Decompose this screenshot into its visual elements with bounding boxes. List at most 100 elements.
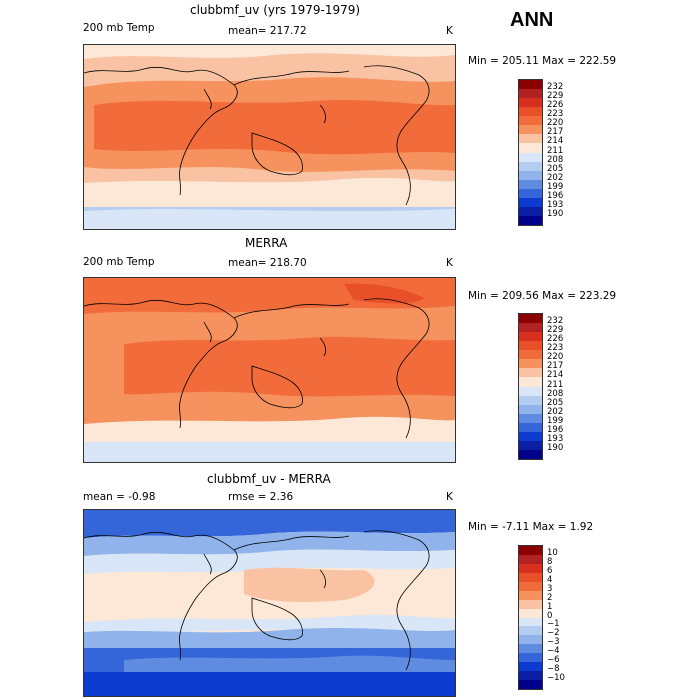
panel-2-units: K xyxy=(446,257,453,269)
panel-3-colorbar xyxy=(518,545,543,690)
colorbar-tick-label: 0 xyxy=(547,610,553,621)
colorbar-swatch xyxy=(519,107,542,117)
colorbar-swatch xyxy=(519,161,542,171)
colorbar-tick-label: 193 xyxy=(547,199,564,210)
season-label: ANN xyxy=(510,9,554,31)
colorbar-swatch xyxy=(519,80,542,90)
colorbar-swatch xyxy=(519,671,542,681)
colorbar-tick-label: 8 xyxy=(547,556,553,567)
colorbar-tick-label: 217 xyxy=(547,127,564,138)
colorbar-swatch xyxy=(519,125,542,135)
colorbar-tick-label: 202 xyxy=(547,172,564,183)
panel-2-title: MERRA xyxy=(245,236,288,250)
colorbar-swatch xyxy=(519,653,542,663)
colorbar-swatch xyxy=(519,572,542,582)
colorbar-swatch xyxy=(519,644,542,654)
colorbar-swatch xyxy=(519,635,542,645)
colorbar-swatch xyxy=(519,188,542,198)
colorbar-tick-label: 4 xyxy=(547,574,553,585)
panel-1-units: K xyxy=(446,25,453,37)
colorbar-tick-label: 6 xyxy=(547,565,553,576)
colorbar-tick-label: 223 xyxy=(547,343,564,354)
colorbar-swatch xyxy=(519,431,542,441)
panel-2-coastlines xyxy=(84,298,430,439)
colorbar-swatch xyxy=(519,206,542,216)
colorbar-tick-label: 214 xyxy=(547,136,564,147)
panel-2-variable-label: 200 mb Temp xyxy=(83,256,155,268)
colorbar-tick-label: 10 xyxy=(547,547,558,558)
colorbar-tick-label: 223 xyxy=(547,109,564,120)
colorbar-tick-label: 199 xyxy=(547,415,564,426)
colorbar-tick-label: 226 xyxy=(547,100,564,111)
colorbar-swatch xyxy=(519,680,542,689)
colorbar-swatch xyxy=(519,422,542,432)
colorbar-swatch xyxy=(519,197,542,207)
colorbar-swatch xyxy=(519,359,542,369)
colorbar-tick-label: −8 xyxy=(547,664,560,675)
colorbar-swatch xyxy=(519,377,542,387)
colorbar-swatch xyxy=(519,143,542,153)
colorbar-tick-label: −6 xyxy=(547,655,560,666)
colorbar-tick-label: 232 xyxy=(547,316,564,327)
colorbar-tick-label: 193 xyxy=(547,433,564,444)
panel-3-units: K xyxy=(446,491,453,503)
colorbar-swatch xyxy=(519,563,542,573)
panel-1-coastlines xyxy=(84,65,430,206)
panel-3-rmse-label: rmse = 2.36 xyxy=(228,491,294,503)
colorbar-tick-label: 211 xyxy=(547,145,564,156)
colorbar-tick-label: 220 xyxy=(547,118,564,129)
colorbar-tick-label: 226 xyxy=(547,334,564,345)
colorbar-tick-label: −3 xyxy=(547,637,560,648)
colorbar-tick-label: 205 xyxy=(547,163,564,174)
colorbar-swatch xyxy=(519,413,542,423)
colorbar-tick-label: 196 xyxy=(547,190,564,201)
colorbar-swatch xyxy=(519,386,542,396)
panel-1-variable-label: 200 mb Temp xyxy=(83,22,155,34)
colorbar-swatch xyxy=(519,179,542,189)
colorbar-tick-label: 1 xyxy=(547,601,553,612)
panel-2-mean-label: mean= 218.70 xyxy=(228,257,307,269)
colorbar-swatch xyxy=(519,554,542,564)
colorbar-tick-label: 232 xyxy=(547,82,564,93)
colorbar-swatch xyxy=(519,134,542,144)
panel-3-minmax: Min = -7.11 Max = 1.92 xyxy=(468,521,594,533)
panel-3-mean-label: mean = -0.98 xyxy=(83,491,156,503)
panel-2-minmax: Min = 209.56 Max = 223.29 xyxy=(468,290,617,302)
colorbar-swatch xyxy=(519,599,542,609)
colorbar-swatch xyxy=(519,626,542,636)
panel-3-coastlines xyxy=(84,530,430,671)
colorbar-tick-label: 199 xyxy=(547,181,564,192)
colorbar-swatch xyxy=(519,98,542,108)
colorbar-swatch xyxy=(519,608,542,618)
colorbar-tick-label: 208 xyxy=(547,388,564,399)
colorbar-swatch xyxy=(519,662,542,672)
colorbar-tick-label: 2 xyxy=(547,592,553,603)
colorbar-swatch xyxy=(519,89,542,99)
colorbar-tick-label: 190 xyxy=(547,442,564,453)
colorbar-swatch xyxy=(519,590,542,600)
colorbar-tick-label: 196 xyxy=(547,424,564,435)
colorbar-swatch xyxy=(519,350,542,360)
colorbar-swatch xyxy=(519,449,542,459)
colorbar-tick-label: 205 xyxy=(547,397,564,408)
panel-2-map xyxy=(83,277,456,463)
colorbar-swatch xyxy=(519,332,542,342)
colorbar-tick-label: 202 xyxy=(547,406,564,417)
colorbar-swatch xyxy=(519,170,542,180)
colorbar-swatch xyxy=(519,440,542,450)
colorbar-tick-label: −1 xyxy=(547,619,560,630)
colorbar-swatch xyxy=(519,546,542,555)
colorbar-swatch xyxy=(519,152,542,162)
colorbar-swatch xyxy=(519,116,542,126)
colorbar-swatch xyxy=(519,323,542,333)
colorbar-swatch xyxy=(519,314,542,324)
colorbar-swatch xyxy=(519,215,542,225)
colorbar-tick-label: −10 xyxy=(547,673,565,684)
colorbar-swatch xyxy=(519,404,542,414)
panel-1-title: clubbmf_uv (yrs 1979-1979) xyxy=(190,3,361,17)
colorbar-tick-label: 214 xyxy=(547,370,564,381)
panel-1-colorbar xyxy=(518,79,543,226)
panel-1-minmax: Min = 205.11 Max = 222.59 xyxy=(468,55,617,67)
panel-2-colorbar xyxy=(518,313,543,460)
colorbar-swatch xyxy=(519,617,542,627)
